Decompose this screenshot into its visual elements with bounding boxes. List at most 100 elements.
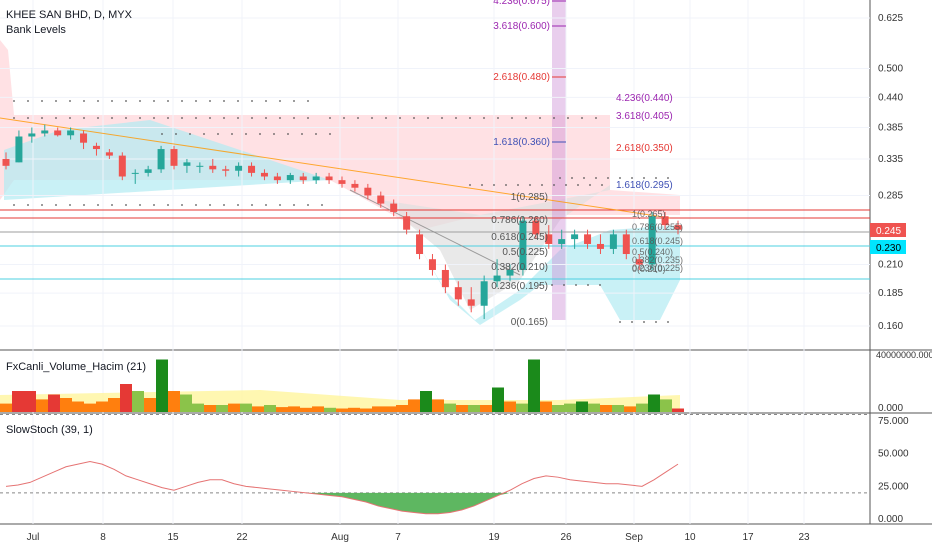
price-tick: 0.185: [878, 288, 903, 299]
volume-bar: [300, 407, 312, 412]
candle-body: [28, 133, 36, 137]
stoch-area: [0, 413, 870, 515]
level-dot: [577, 184, 579, 186]
level-dot: [293, 100, 295, 102]
candle-body: [54, 130, 62, 136]
level-dot: [13, 100, 15, 102]
level-dot: [469, 117, 471, 119]
level-dot: [287, 133, 289, 135]
candle-body: [248, 165, 256, 173]
level-dot: [575, 284, 577, 286]
fib-label-late: 0.382(0.235): [632, 255, 683, 265]
volume-bar: [576, 401, 588, 412]
volume-bar: [672, 408, 684, 412]
volume-bar: [312, 406, 324, 412]
fib-label-mid: 0.786(0.260): [491, 215, 548, 226]
fib-label-top: 1.618(0.360): [493, 137, 550, 148]
volume-bar: [264, 405, 276, 412]
volume-bar: [528, 359, 540, 412]
volume-bar: [372, 406, 384, 412]
level-dot: [667, 321, 669, 323]
stoch-tick: 0.000: [878, 514, 903, 525]
candle-body: [273, 176, 281, 181]
level-dot: [41, 204, 43, 206]
level-dot: [497, 117, 499, 119]
level-dot: [631, 177, 633, 179]
time-label: 8: [100, 532, 106, 543]
level-dot: [265, 204, 267, 206]
candle-body: [571, 234, 579, 240]
volume-bar: [324, 407, 336, 412]
candle-body: [15, 136, 23, 163]
candle-body: [312, 176, 320, 181]
stoch-tick: 75.000: [878, 416, 909, 427]
volume-bar: [540, 401, 552, 412]
level-dot: [223, 204, 225, 206]
level-dot: [125, 100, 127, 102]
candle-body: [403, 216, 411, 230]
level-dot: [181, 117, 183, 119]
level-dot: [55, 100, 57, 102]
level-dot: [655, 177, 657, 179]
neutral-zone: [380, 185, 610, 310]
candle-body: [467, 299, 475, 306]
volume-bars: [0, 359, 684, 412]
level-dot: [293, 204, 295, 206]
volume-bar: [240, 403, 252, 412]
level-dot: [385, 117, 387, 119]
price-tick: 0.385: [878, 123, 903, 134]
volume-bar: [192, 403, 204, 412]
level-dot: [125, 204, 127, 206]
level-dot: [307, 204, 309, 206]
volume-bar: [420, 391, 432, 412]
stoch-panel-title: SlowStoch (39, 1): [6, 424, 93, 436]
level-dot: [27, 204, 29, 206]
level-dot: [631, 321, 633, 323]
candle-body: [170, 149, 178, 166]
price-tick: 0.335: [878, 154, 903, 165]
level-dot: [125, 117, 127, 119]
level-dot: [583, 177, 585, 179]
candle-body: [105, 152, 113, 156]
level-dot: [315, 133, 317, 135]
candle-body: [364, 187, 372, 196]
level-dot: [539, 284, 541, 286]
candle-body: [674, 225, 682, 230]
candle-body: [235, 165, 243, 171]
level-dot: [667, 177, 669, 179]
level-dot: [195, 117, 197, 119]
volume-bar: [600, 405, 612, 412]
level-dot: [209, 204, 211, 206]
candle-body: [41, 130, 49, 134]
fib-label-mid: 0.236(0.195): [491, 281, 548, 292]
level-dot: [195, 204, 197, 206]
trend-line-grey: [349, 189, 521, 276]
level-dot: [251, 100, 253, 102]
time-label: Jul: [27, 532, 40, 543]
candle-body: [157, 149, 165, 170]
level-dot: [301, 133, 303, 135]
time-label: 26: [560, 532, 572, 543]
level-dot: [251, 204, 253, 206]
volume-bar: [624, 406, 636, 412]
level-dot: [111, 204, 113, 206]
level-dot: [83, 100, 85, 102]
level-dot: [307, 117, 309, 119]
level-dot: [371, 117, 373, 119]
level-dot: [595, 177, 597, 179]
fib-label-late: 0.786(0.255): [632, 222, 683, 232]
level-dot: [223, 117, 225, 119]
fib-vertical-band: [552, 0, 566, 320]
fib-label-top: 2.618(0.480): [493, 72, 550, 83]
fib-label-right: 1.618(0.295): [616, 180, 673, 191]
volume-bar: [636, 403, 648, 412]
level-dot: [619, 177, 621, 179]
volume-bar: [180, 394, 192, 412]
volume-tick: 0.000: [878, 403, 903, 414]
time-label: 7: [395, 532, 401, 543]
level-dot: [619, 321, 621, 323]
level-dot: [307, 100, 309, 102]
level-dot: [181, 100, 183, 102]
level-dot: [153, 100, 155, 102]
